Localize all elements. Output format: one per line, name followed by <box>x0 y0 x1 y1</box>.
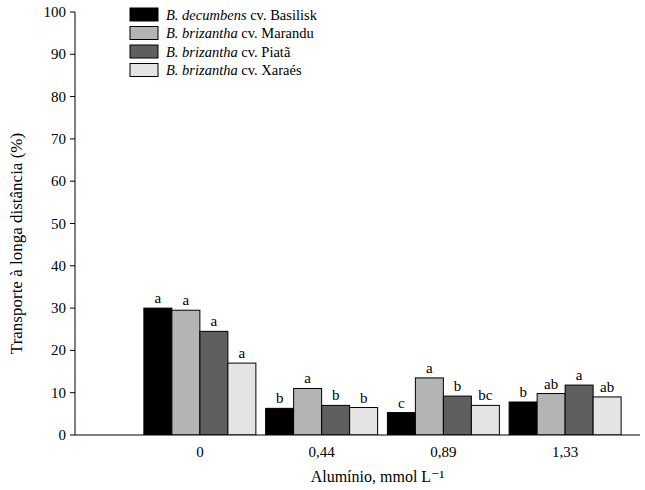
legend-cultivar: cv. Marandu <box>238 25 314 41</box>
bar <box>172 310 200 435</box>
y-tick-label: 30 <box>51 300 66 316</box>
x-tick-label: 0 <box>196 444 204 460</box>
legend-cultivar: cv. Piatã <box>238 44 291 60</box>
y-tick-label: 50 <box>51 216 66 232</box>
bar <box>443 396 471 435</box>
legend-label: B. brizantha cv. Piatã <box>166 44 291 60</box>
x-axis-label: Alumínio, mmol L⁻¹ <box>311 468 445 485</box>
legend-species: B. brizantha <box>166 25 238 41</box>
legend: B. decumbens cv. Basilisk B. brizantha cv… <box>130 7 318 79</box>
x-tick-label: 0,44 <box>309 444 336 460</box>
y-tick <box>70 265 75 266</box>
bar <box>228 363 256 435</box>
legend-swatch <box>130 45 158 58</box>
significance-letter: a <box>426 360 433 376</box>
x-tick-label: 0,89 <box>430 444 456 460</box>
chart: abcbaaaababbaabbcab010203040506070809010… <box>0 0 645 490</box>
significance-letter: a <box>576 367 583 383</box>
bar <box>415 378 443 435</box>
bar <box>266 408 294 435</box>
y-tick <box>70 96 75 97</box>
bar <box>471 405 499 435</box>
legend-species: B. brizantha <box>166 62 238 78</box>
y-tick <box>70 12 75 13</box>
x-axis <box>75 435 640 436</box>
significance-letter: a <box>304 370 311 386</box>
legend-swatch <box>130 27 158 40</box>
legend-swatch <box>130 8 158 21</box>
bar <box>200 331 228 435</box>
y-tick-label: 10 <box>51 385 66 401</box>
y-tick-label: 40 <box>51 258 66 274</box>
significance-letter: ab <box>600 379 614 395</box>
bar <box>322 405 350 435</box>
y-tick <box>70 308 75 309</box>
significance-letter: c <box>398 395 405 411</box>
legend-label: B. brizantha cv. Xaraés <box>166 62 302 78</box>
x-tick-label: 1,33 <box>552 444 578 460</box>
significance-letter: b <box>332 387 340 403</box>
bar <box>350 408 378 435</box>
significance-letter: b <box>519 384 527 400</box>
y-tick-label: 0 <box>59 427 67 443</box>
bar <box>387 413 415 435</box>
y-axis-label: Transporte à longa distância (%) <box>7 133 26 354</box>
significance-letter: bc <box>478 387 493 403</box>
significance-letter: b <box>276 390 284 406</box>
y-tick <box>70 435 75 436</box>
y-tick <box>70 54 75 55</box>
significance-letter: a <box>183 292 190 308</box>
legend-species: B. brizantha <box>166 44 238 60</box>
significance-letter: a <box>211 313 218 329</box>
bar <box>294 388 322 435</box>
significance-letter: b <box>360 390 368 406</box>
y-tick-label: 20 <box>51 342 66 358</box>
bar <box>144 308 172 435</box>
y-tick <box>70 350 75 351</box>
y-tick-label: 100 <box>44 4 67 20</box>
legend-swatch <box>130 64 158 77</box>
bar <box>509 402 537 435</box>
y-tick <box>70 392 75 393</box>
legend-label: B. decumbens cv. Basilisk <box>166 7 318 23</box>
significance-letter: ab <box>544 376 558 392</box>
bar <box>537 394 565 435</box>
significance-letter: b <box>454 378 462 394</box>
bars <box>144 308 621 435</box>
legend-cultivar: cv. Basilisk <box>247 7 318 23</box>
bar <box>565 385 593 435</box>
y-tick-label: 80 <box>51 89 66 105</box>
bar <box>593 397 621 435</box>
y-tick-label: 90 <box>51 46 66 62</box>
y-tick-label: 60 <box>51 173 66 189</box>
y-tick <box>70 138 75 139</box>
y-tick-label: 70 <box>51 131 66 147</box>
significance-letter: a <box>239 345 246 361</box>
legend-cultivar: cv. Xaraés <box>238 62 302 78</box>
y-tick <box>70 181 75 182</box>
y-tick <box>70 223 75 224</box>
legend-species: B. decumbens <box>166 7 247 23</box>
significance-letter: a <box>155 290 162 306</box>
legend-label: B. brizantha cv. Marandu <box>166 25 314 41</box>
